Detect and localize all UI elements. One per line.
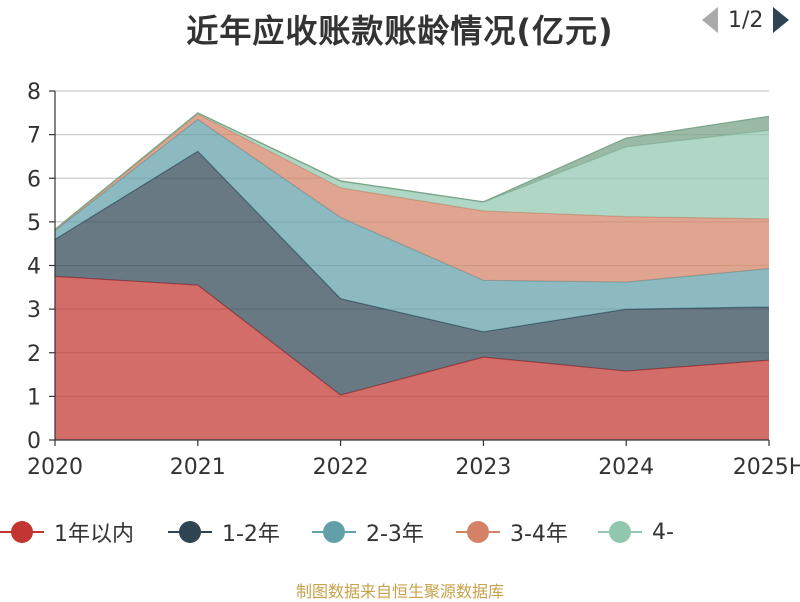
y-tick-label: 1 (27, 385, 41, 410)
y-tick-label: 2 (27, 342, 41, 367)
legend-item-3[interactable]: 2-3年 (312, 512, 424, 552)
legend-marker-icon (598, 520, 642, 544)
area-series-3[interactable] (55, 119, 769, 332)
legend-marker-icon (0, 520, 44, 544)
legend-marker-icon (168, 520, 212, 544)
legend-page-indicator: 1/2 (728, 7, 764, 33)
legend-label: 1-2年 (222, 522, 280, 547)
chart-title: 近年应收账款账龄情况(亿元) (186, 12, 614, 50)
legend-label: 4- (652, 519, 674, 545)
x-tick-label: 2025H (733, 455, 800, 480)
legend-item-2[interactable]: 1-2年 (168, 512, 280, 552)
area-series (54, 112, 770, 440)
y-tick-label: 7 (27, 124, 41, 149)
legend-label: 3-4年 (510, 522, 568, 547)
legend-item-5[interactable]: 4- (598, 512, 674, 552)
legend-label: 1年以内 (54, 522, 134, 547)
legend-marker-icon (312, 520, 356, 544)
legend-item-4[interactable]: 3-4年 (456, 512, 568, 552)
x-tick-label: 2022 (313, 455, 369, 480)
source-note: 制图数据来自恒生聚源数据库 (295, 582, 504, 601)
y-tick-label: 4 (27, 255, 41, 280)
legend-item-1[interactable]: 1年以内 (0, 512, 134, 552)
y-tick-label: 3 (27, 298, 41, 323)
area-series-5[interactable] (55, 113, 769, 230)
legend-label: 2-3年 (366, 522, 424, 547)
legend-next-page-arrow-icon[interactable] (773, 7, 790, 33)
legend-pager: 1/2 (702, 0, 790, 40)
legend-marker-icon (456, 520, 500, 544)
x-tick-label: 2021 (170, 455, 226, 480)
area-series-4[interactable] (55, 114, 769, 283)
y-tick-label: 0 (27, 429, 41, 454)
legend: 1年以内 1-2年 2-3年 3-4年 4- (0, 512, 800, 552)
x-tick-label: 2023 (455, 455, 511, 480)
area-series-1[interactable] (55, 276, 769, 440)
y-tick-label: 6 (27, 167, 41, 192)
y-tick-label: 5 (27, 211, 41, 236)
y-tick-label: 8 (27, 80, 41, 105)
area-series-2[interactable] (55, 151, 769, 396)
area-series-6-line (54, 112, 770, 230)
x-tick-label: 2024 (598, 455, 654, 480)
axes: 0 1 2 3 4 5 6 7 8 2020 2021 2022 2023 2024 2025H (27, 80, 800, 480)
legend-prev-page-arrow-icon[interactable] (702, 7, 718, 33)
x-tick-label: 2020 (27, 455, 83, 480)
